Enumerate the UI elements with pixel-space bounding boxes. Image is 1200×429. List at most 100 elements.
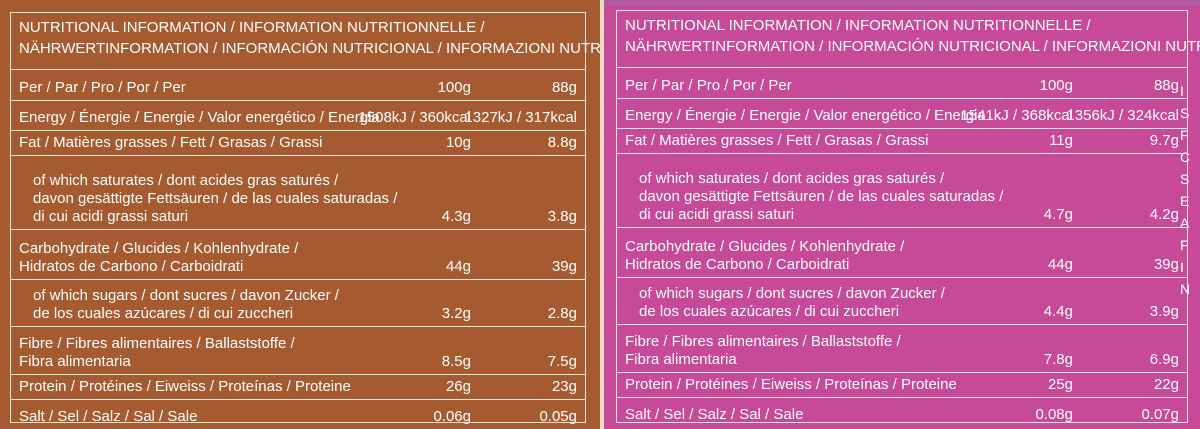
value-per-100g: 3.2g [441, 305, 471, 322]
nutrient-label: Energy / Énergie / Energie / Valor energ… [19, 109, 380, 127]
nutrient-label: of which saturates / dont acides gras sa… [33, 172, 397, 226]
table-row: Salt / Sel / Salz / Sal / Sale 0.06g 0.05g [11, 399, 585, 429]
value-per-100g: 44g [445, 258, 471, 275]
nutrient-label: Carbohydrate / Glucides / Kohlenhydrate … [625, 238, 904, 274]
edge-letter: F [1180, 237, 1189, 253]
table-row: Protein / Protéines / Eiweiss / Proteína… [617, 372, 1187, 397]
nutrient-label-line: Carbohydrate / Glucides / Kohlenhydrate … [625, 238, 905, 255]
top-strip [604, 0, 1200, 6]
nutrient-label-line: de los cuales azúcares / di cui zuccheri [639, 303, 900, 320]
nutrient-label-line: of which saturates / dont acides gras sa… [639, 170, 945, 187]
nutrient-label-line: Energy / Énergie / Energie / Valor energ… [625, 107, 986, 124]
value-per-100g: 10g [445, 134, 471, 151]
edge-letter: F [1180, 127, 1189, 143]
value-per-100g: 4.3g [441, 208, 471, 225]
panel-divider [600, 0, 604, 429]
nutrient-label-line: davon gesättigte Fettsäuren / de las cua… [33, 190, 398, 207]
nutrient-label-line: of which saturates / dont acides gras sa… [33, 172, 339, 189]
table-row: Fat / Matières grasses / Fett / Grasas /… [11, 130, 585, 155]
value-per-100g: 100g [437, 79, 471, 96]
nutrient-label: Carbohydrate / Glucides / Kohlenhydrate … [19, 240, 298, 276]
edge-letter: S [1180, 171, 1190, 187]
table-row: Fibre / Fibres alimentaires / Ballaststo… [11, 326, 585, 374]
nutrition-panel-right: NUTRITIONAL INFORMATION / INFORMATION NU… [604, 0, 1200, 429]
value-per-88g: 22g [1153, 376, 1179, 393]
edge-letter: S [1180, 105, 1190, 121]
nutrient-label-line: Hidratos de Carbono / Carboidrati [19, 258, 244, 275]
table-row: Salt / Sel / Salz / Sal / Sale 0.08g 0.07g [617, 397, 1187, 427]
nutrient-label: Protein / Protéines / Eiweiss / Proteína… [625, 376, 957, 394]
nutrient-label-line: Fibre / Fibres alimentaires / Ballaststo… [625, 333, 901, 350]
nutrient-label-line: of which sugars / dont sucres / davon Zu… [639, 285, 945, 302]
edge-letter: I [1180, 259, 1184, 275]
nutrient-label-line: Salt / Sel / Salz / Sal / Sale [19, 408, 198, 425]
value-per-88g: 4.2g [1149, 206, 1179, 223]
table-row: Per / Par / Pro / Por / Per 100g 88g [11, 69, 585, 100]
edge-letter: E [1180, 193, 1190, 209]
nutrient-label-line: Protein / Protéines / Eiweiss / Proteína… [625, 376, 957, 393]
header-line-2: NÄHRWERTINFORMATION / INFORMACIÓN NUTRIC… [625, 38, 1200, 55]
table-row: of which sugars / dont sucres / davon Zu… [617, 277, 1187, 324]
value-per-88g: 1327kJ / 317kcal [464, 109, 577, 126]
value-per-88g: 9.7g [1149, 132, 1179, 149]
value-per-100g: 8.5g [441, 353, 471, 370]
value-per-100g: 44g [1047, 256, 1073, 273]
nutrient-label-line: Fibre / Fibres alimentaires / Ballaststo… [19, 335, 295, 352]
value-per-88g: 1356kJ / 324kcal [1066, 107, 1179, 124]
table-row: of which sugars / dont sucres / davon Zu… [11, 279, 585, 326]
nutrient-label-line: Salt / Sel / Salz / Sal / Sale [625, 406, 804, 423]
edge-letter: N [1180, 281, 1191, 297]
header-line-2: NÄHRWERTINFORMATION / INFORMACIÓN NUTRIC… [19, 40, 600, 57]
nutrient-label-line: Protein / Protéines / Eiweiss / Proteína… [19, 378, 351, 395]
value-per-88g: 6.9g [1149, 351, 1179, 368]
nutrient-label: of which sugars / dont sucres / davon Zu… [33, 287, 339, 323]
table-row: Fat / Matières grasses / Fett / Grasas /… [617, 128, 1187, 153]
nutrient-label: Fat / Matières grasses / Fett / Grasas /… [625, 132, 928, 150]
value-per-88g: 23g [551, 378, 577, 395]
value-per-88g: 88g [1153, 77, 1179, 94]
value-per-88g: 3.9g [1149, 303, 1179, 320]
table-header: NUTRITIONAL INFORMATION / INFORMATION NU… [11, 13, 600, 69]
value-per-100g: 4.7g [1043, 206, 1073, 223]
nutrition-table-left: NUTRITIONAL INFORMATION / INFORMATION NU… [10, 12, 600, 425]
value-per-88g: 0.05g [539, 408, 577, 425]
nutrient-label-line: davon gesättigte Fettsäuren / de las cua… [639, 188, 1004, 205]
value-per-100g: 4.4g [1043, 303, 1073, 320]
nutrient-label-line: Carbohydrate / Glucides / Kohlenhydrate … [19, 240, 299, 257]
nutrient-label: Per / Par / Pro / Por / Per [19, 79, 186, 97]
value-per-100g: 26g [445, 378, 471, 395]
nutrient-label-line: Per / Par / Pro / Por / Per [19, 79, 186, 96]
nutrient-label: Fibre / Fibres alimentaires / Ballaststo… [19, 335, 295, 371]
value-per-88g: 39g [1153, 256, 1179, 273]
nutrient-label: Per / Par / Pro / Por / Per [625, 77, 792, 95]
table-row: Carbohydrate / Glucides / Kohlenhydrate … [11, 229, 585, 279]
edge-letter: A [1180, 215, 1190, 231]
header-line-1: NUTRITIONAL INFORMATION / INFORMATION NU… [625, 17, 1091, 34]
value-per-88g: 3.8g [547, 208, 577, 225]
value-per-100g: 100g [1039, 77, 1073, 94]
table-header: NUTRITIONAL INFORMATION / INFORMATION NU… [617, 11, 1200, 67]
nutrient-label-line: di cui acidi grassi saturi [639, 206, 795, 223]
nutrient-label: Protein / Protéines / Eiweiss / Proteína… [19, 378, 351, 396]
table-row: of which saturates / dont acides gras sa… [617, 153, 1187, 227]
table-row: Fibre / Fibres alimentaires / Ballaststo… [617, 324, 1187, 372]
edge-letter: I [1180, 83, 1184, 99]
table-row: of which saturates / dont acides gras sa… [11, 155, 585, 229]
table-row: Energy / Énergie / Energie / Valor energ… [617, 98, 1187, 128]
table-row: Energy / Énergie / Energie / Valor energ… [11, 100, 585, 130]
nutrient-label-line: Hidratos de Carbono / Carboidrati [625, 256, 850, 273]
value-per-100g: 0.06g [433, 408, 471, 425]
nutrient-label: Salt / Sel / Salz / Sal / Sale [19, 408, 197, 426]
nutrient-label-line: de los cuales azúcares / di cui zuccheri [33, 305, 294, 322]
value-per-88g: 8.8g [547, 134, 577, 151]
nutrient-label-line: Fat / Matières grasses / Fett / Grasas /… [625, 132, 929, 149]
nutrient-label: of which saturates / dont acides gras sa… [639, 170, 1003, 224]
nutrient-label-line: di cui acidi grassi saturi [33, 208, 189, 225]
value-per-88g: 2.8g [547, 305, 577, 322]
value-per-100g: 7.8g [1043, 351, 1073, 368]
nutrient-label-line: Per / Par / Pro / Por / Per [625, 77, 792, 94]
nutrient-label-line: Fibra alimentaria [19, 353, 131, 370]
nutrient-label: of which sugars / dont sucres / davon Zu… [639, 285, 945, 321]
nutrition-panel-left: NUTRITIONAL INFORMATION / INFORMATION NU… [10, 12, 600, 425]
